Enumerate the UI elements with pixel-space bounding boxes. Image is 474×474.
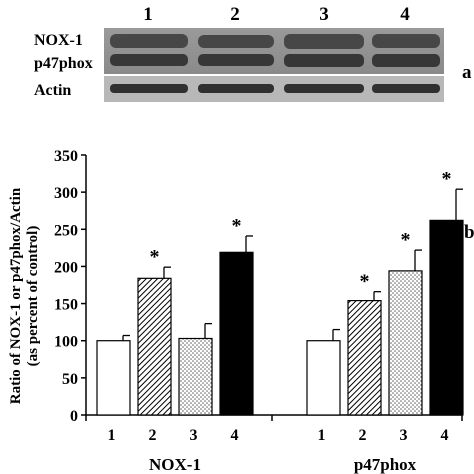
y-tick-label: 100 — [54, 334, 78, 351]
lane-label-2: 2 — [230, 4, 240, 25]
nox1-bands — [110, 34, 440, 49]
bar-number-label: 3 — [190, 427, 198, 444]
bar-p47phox-4 — [429, 219, 464, 416]
y-tick-label: 350 — [54, 148, 78, 165]
y-axis-label-line2: (as percent of control) — [25, 226, 41, 367]
lane-label-1: 1 — [143, 4, 153, 25]
y-tick-label: 200 — [54, 259, 78, 276]
blot-row-label-p47phox: p47phox — [34, 55, 93, 72]
significance-marker: * — [232, 215, 242, 237]
y-tick-label: 50 — [62, 371, 78, 388]
y-tick-label: 0 — [70, 408, 78, 425]
bar-number-label: 2 — [359, 427, 367, 444]
group-label-p47phox: p47phox — [354, 455, 417, 474]
bar-number-label: 4 — [441, 427, 449, 444]
panel-label-b: b — [464, 222, 474, 243]
bar-number-label: 4 — [231, 427, 239, 444]
bar-nox1-3 — [178, 337, 213, 416]
blot-row-label-nox1: NOX-1 — [34, 32, 83, 49]
panel-label-a: a — [462, 62, 472, 83]
bar-p47phox-3 — [388, 270, 423, 416]
bar-number-label: 2 — [149, 427, 157, 444]
bar-nox1-4 — [219, 251, 254, 416]
bar-p47phox-2 — [347, 300, 382, 416]
significance-marker: * — [360, 271, 370, 293]
bar-chart: b Ratio of NOX-1 or p47phox/Actin (as pe… — [8, 148, 474, 474]
significance-marker: * — [401, 229, 411, 251]
significance-marker: * — [150, 246, 160, 268]
blot-panel: 1 2 3 4 NOX-1 p47phox Actin a — [34, 4, 472, 102]
y-tick-label: 150 — [54, 297, 78, 314]
bar-number-label: 1 — [108, 427, 116, 444]
lane-label-3: 3 — [319, 4, 329, 25]
y-axis-label-line1: Ratio of NOX-1 or p47phox/Actin — [8, 187, 24, 404]
x-axis-labels: 1 2 3 4 NOX-1 1 2 3 4 p47phox — [108, 427, 449, 474]
bar-p47phox-1 — [306, 340, 341, 416]
group-label-nox1: NOX-1 — [149, 455, 201, 474]
blot-row-label-actin: Actin — [34, 82, 71, 99]
bar-number-label: 1 — [318, 427, 326, 444]
lane-label-4: 4 — [400, 4, 410, 25]
p47phox-bands — [110, 54, 440, 67]
actin-bands — [110, 84, 440, 93]
y-tick-label: 300 — [54, 185, 78, 202]
y-tick-label: 250 — [54, 222, 78, 239]
bar-nox1-1 — [96, 340, 131, 416]
bar-number-label: 3 — [400, 427, 408, 444]
bars: * * * * * — [96, 168, 464, 416]
bar-nox1-2 — [137, 277, 172, 416]
significance-marker: * — [442, 168, 452, 190]
